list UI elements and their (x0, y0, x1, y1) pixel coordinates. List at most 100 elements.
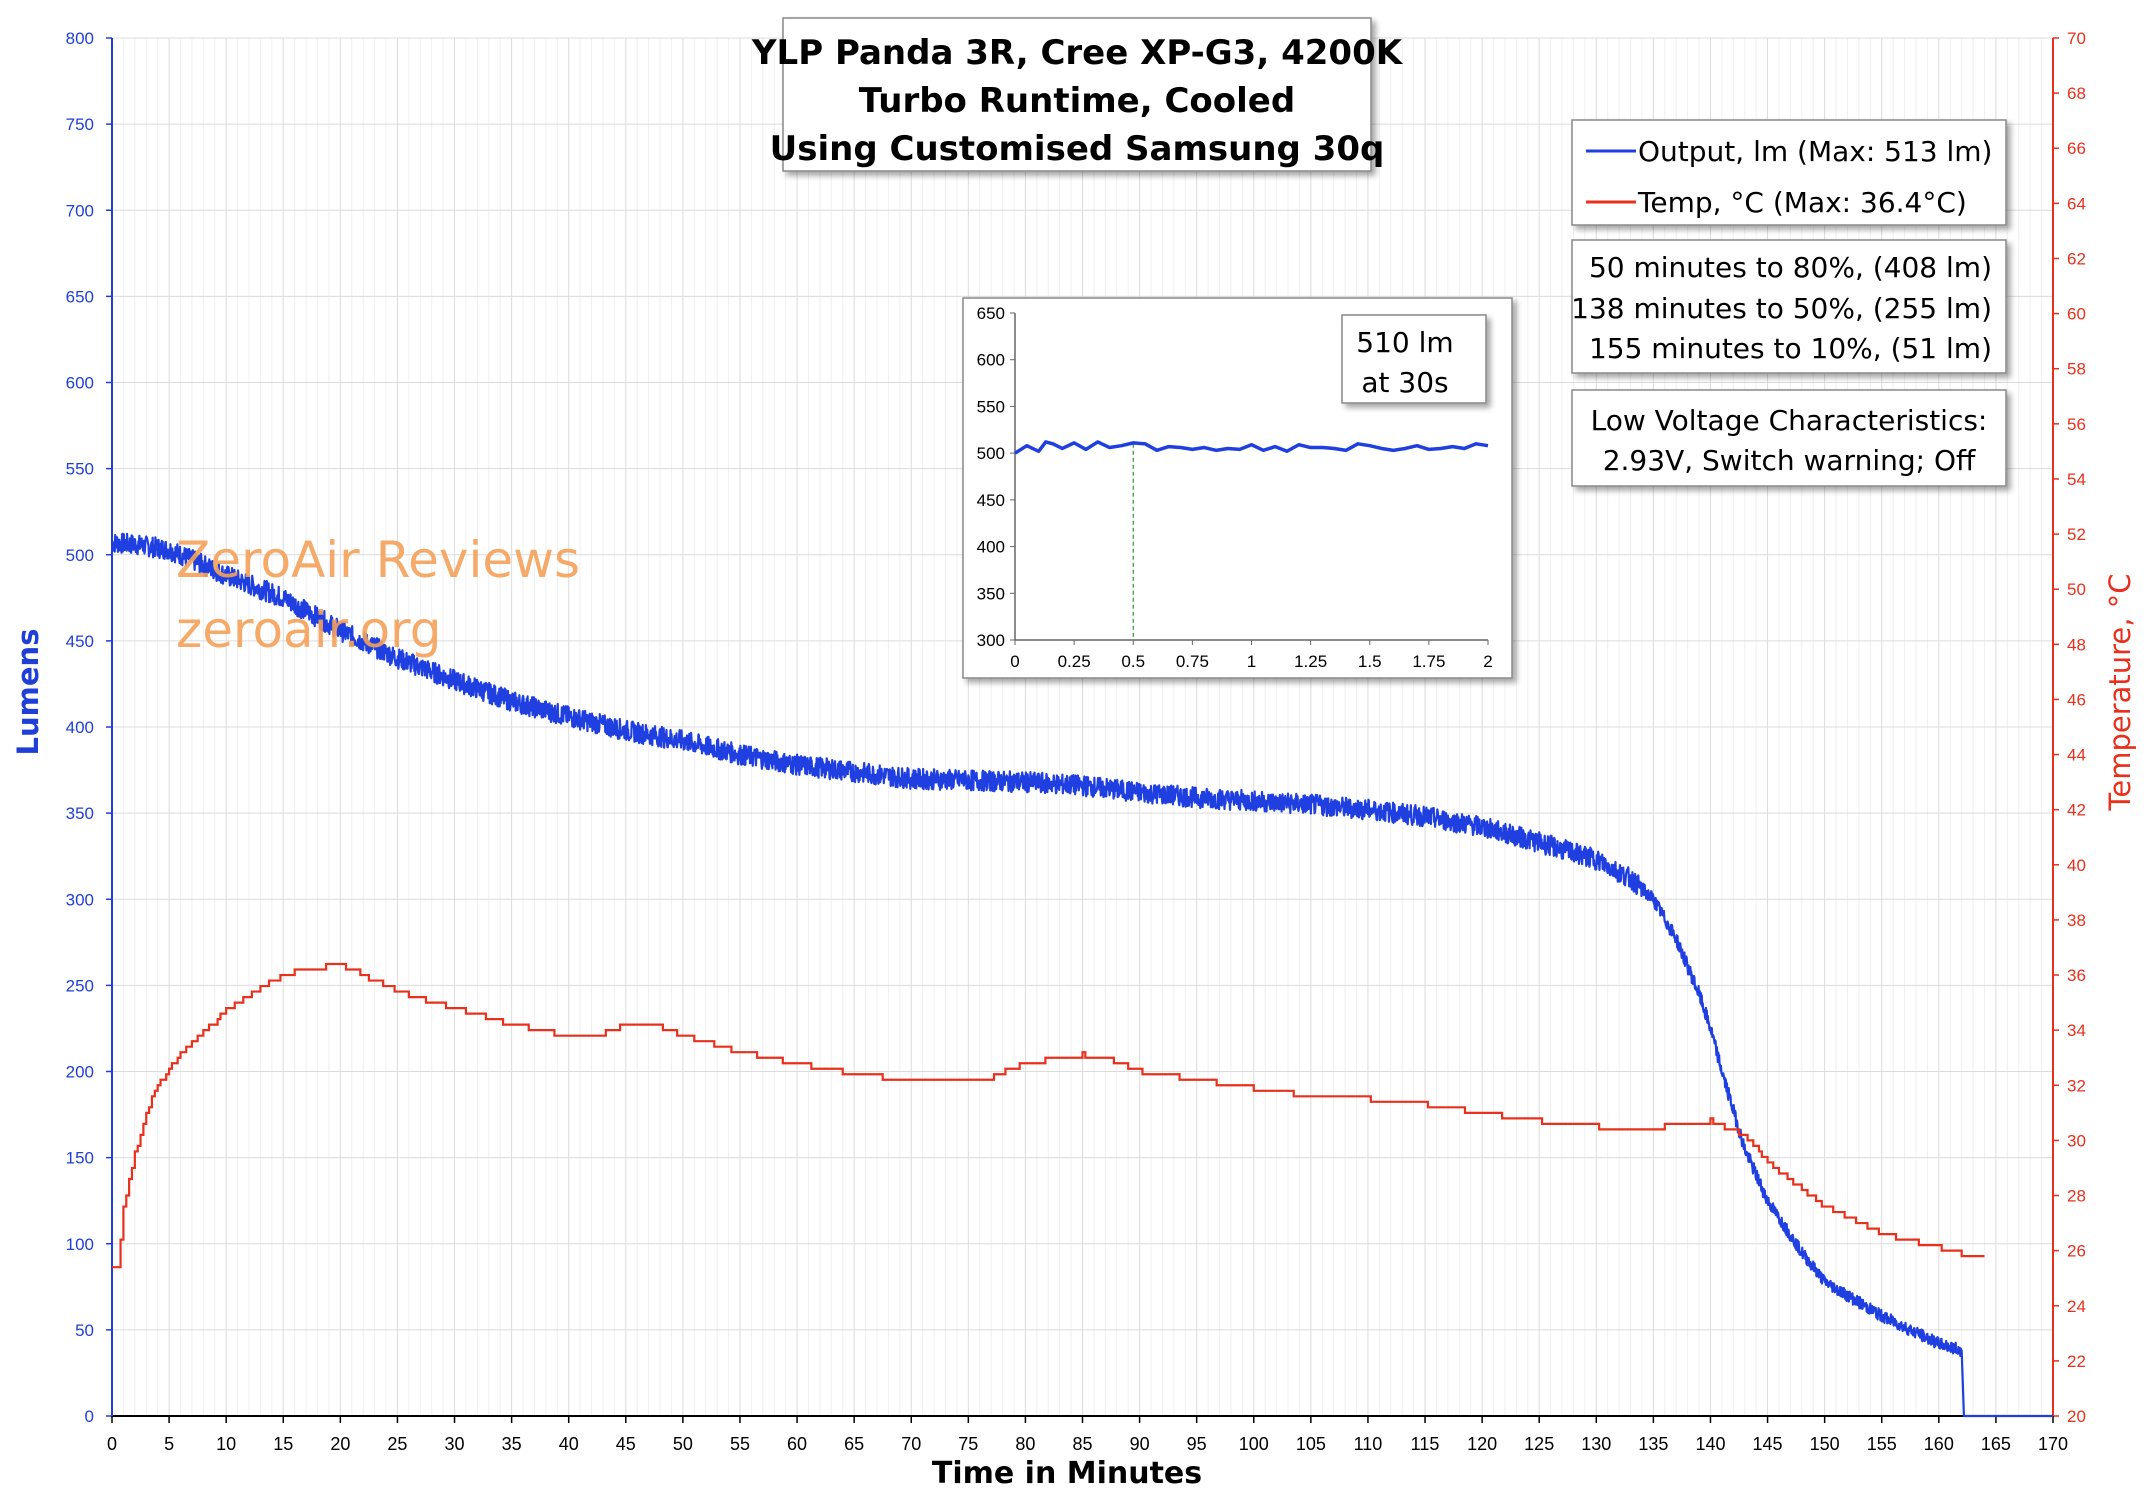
info-line-3: 155 minutes to 10%, (51 lm) (1589, 332, 1992, 365)
runtime-info-box: 50 minutes to 80%, (408 lm) 138 minutes … (1571, 239, 2007, 374)
x-tick-label: 40 (559, 1434, 579, 1454)
y-left-tick-label: 350 (66, 804, 94, 823)
y-left-tick-label: 100 (66, 1235, 94, 1254)
x-tick-label: 65 (844, 1434, 864, 1454)
x-tick-label: 30 (445, 1434, 465, 1454)
y-right-tick-label: 52 (2067, 525, 2086, 544)
x-tick-label: 160 (1924, 1434, 1954, 1454)
x-tick-label: 75 (958, 1434, 978, 1454)
y-right-tick-label: 32 (2067, 1076, 2086, 1095)
legend: Output, lm (Max: 513 lm) Temp, °C (Max: … (1571, 119, 2007, 226)
x-tick-label: 115 (1411, 1434, 1440, 1454)
temperature-line (112, 962, 1985, 1269)
y-left-tick-label: 300 (66, 890, 94, 909)
y-right-tick-label: 50 (2067, 580, 2086, 599)
y-right-tick-label: 68 (2067, 84, 2086, 103)
chart-series (110, 532, 2053, 1418)
x-tick-label: 145 (1753, 1434, 1783, 1454)
y-left-tick-label: 600 (66, 374, 94, 393)
x-tick-label: 95 (1187, 1434, 1207, 1454)
x-tick-label: 80 (1015, 1434, 1035, 1454)
x-tick-label: 150 (1810, 1434, 1840, 1454)
x-tick-label: 170 (2038, 1434, 2068, 1454)
x-tick-label: 135 (1638, 1434, 1668, 1454)
x-tick-label: 90 (1130, 1434, 1150, 1454)
inset-x-tick-label: 2 (1483, 652, 1492, 671)
legend-label-output: Output, lm (Max: 513 lm) (1638, 135, 1992, 168)
inset-y-tick-label: 650 (977, 304, 1005, 323)
y-right-tick-label: 66 (2067, 139, 2086, 158)
y-right-tick-label: 22 (2067, 1352, 2086, 1371)
low-voltage-line-1: Low Voltage Characteristics: (1591, 404, 1988, 437)
inset-output-line (1014, 440, 1489, 455)
y-right-tick-label: 40 (2067, 856, 2086, 875)
y-right-tick-label: 24 (2067, 1297, 2086, 1316)
watermark-line-2: zeroair.org (176, 601, 441, 659)
chart-ticks: 0501001502002503003504004505005506006507… (66, 29, 2086, 1454)
x-tick-label: 85 (1072, 1434, 1092, 1454)
inset-x-tick-label: 1.75 (1412, 652, 1445, 671)
x-tick-label: 120 (1467, 1434, 1497, 1454)
chart-grid (111, 37, 2054, 1417)
y-right-tick-label: 20 (2067, 1407, 2086, 1426)
y-axis-label-left: Lumens (11, 629, 45, 756)
title-line-1: YLP Panda 3R, Cree XP-G3, 4200K (751, 33, 1404, 73)
y-right-tick-label: 34 (2067, 1021, 2086, 1040)
x-tick-label: 35 (502, 1434, 522, 1454)
low-voltage-box: Low Voltage Characteristics: 2.93V, Swit… (1571, 389, 2007, 487)
inset-x-tick-label: 0.25 (1058, 652, 1091, 671)
y-right-tick-label: 56 (2067, 415, 2086, 434)
inset-annotation-line-2: at 30s (1361, 366, 1448, 399)
x-tick-label: 55 (730, 1434, 750, 1454)
inset-y-tick-label: 350 (977, 584, 1005, 603)
x-axis-label: Time in Minutes (932, 1456, 1202, 1491)
y-right-tick-label: 70 (2067, 29, 2086, 48)
x-tick-label: 5 (164, 1434, 174, 1454)
x-tick-label: 130 (1581, 1434, 1611, 1454)
x-tick-label: 60 (787, 1434, 807, 1454)
title-line-3: Using Customised Samsung 30q (770, 129, 1385, 169)
inset-x-tick-label: 0.75 (1176, 652, 1209, 671)
x-tick-label: 45 (616, 1434, 636, 1454)
y-right-tick-label: 38 (2067, 911, 2086, 930)
chart-title: YLP Panda 3R, Cree XP-G3, 4200K Turbo Ru… (751, 17, 1404, 172)
x-tick-label: 0 (107, 1434, 117, 1454)
inset-x-tick-label: 1.5 (1358, 652, 1382, 671)
y-left-tick-label: 200 (66, 1063, 94, 1082)
x-tick-label: 15 (273, 1434, 293, 1454)
y-left-tick-label: 700 (66, 201, 94, 220)
y-left-tick-label: 800 (66, 29, 94, 48)
y-right-tick-label: 60 (2067, 305, 2086, 324)
y-left-tick-label: 250 (66, 976, 94, 995)
y-left-tick-label: 400 (66, 718, 94, 737)
y-right-tick-label: 48 (2067, 635, 2086, 654)
x-tick-label: 20 (330, 1434, 350, 1454)
y-left-tick-label: 750 (66, 115, 94, 134)
y-right-tick-label: 30 (2067, 1131, 2086, 1150)
low-voltage-line-2: 2.93V, Switch warning; Off (1603, 444, 1976, 477)
y-right-tick-label: 64 (2067, 194, 2086, 213)
x-tick-label: 10 (216, 1434, 236, 1454)
y-right-tick-label: 36 (2067, 966, 2086, 985)
y-left-tick-label: 500 (66, 546, 94, 565)
y-right-tick-label: 26 (2067, 1242, 2086, 1261)
inset-y-tick-label: 300 (977, 631, 1005, 650)
inset-x-tick-label: 1.25 (1294, 652, 1327, 671)
inset-x-tick-label: 0.5 (1121, 652, 1145, 671)
legend-label-temp: Temp, °C (Max: 36.4°C) (1637, 186, 1967, 219)
y-left-tick-label: 150 (66, 1149, 94, 1168)
x-tick-label: 140 (1695, 1434, 1725, 1454)
inset-y-tick-label: 550 (977, 397, 1005, 416)
output-lumens-line (110, 532, 2053, 1418)
y-left-tick-label: 550 (66, 460, 94, 479)
inset-y-tick-label: 600 (977, 351, 1005, 370)
x-tick-label: 110 (1354, 1434, 1383, 1454)
inset-chart: 300 350 400 450 500 550 600 650 0 0.25 0.5 0.75 1 1.2… (962, 297, 1513, 679)
inset-x-tick-label: 1 (1247, 652, 1256, 671)
info-line-2: 138 minutes to 50%, (255 lm) (1571, 292, 1992, 325)
y-right-tick-label: 28 (2067, 1187, 2086, 1206)
inset-annotation-box (1341, 314, 1487, 404)
y-left-tick-label: 50 (75, 1321, 94, 1340)
x-tick-label: 100 (1239, 1434, 1269, 1454)
